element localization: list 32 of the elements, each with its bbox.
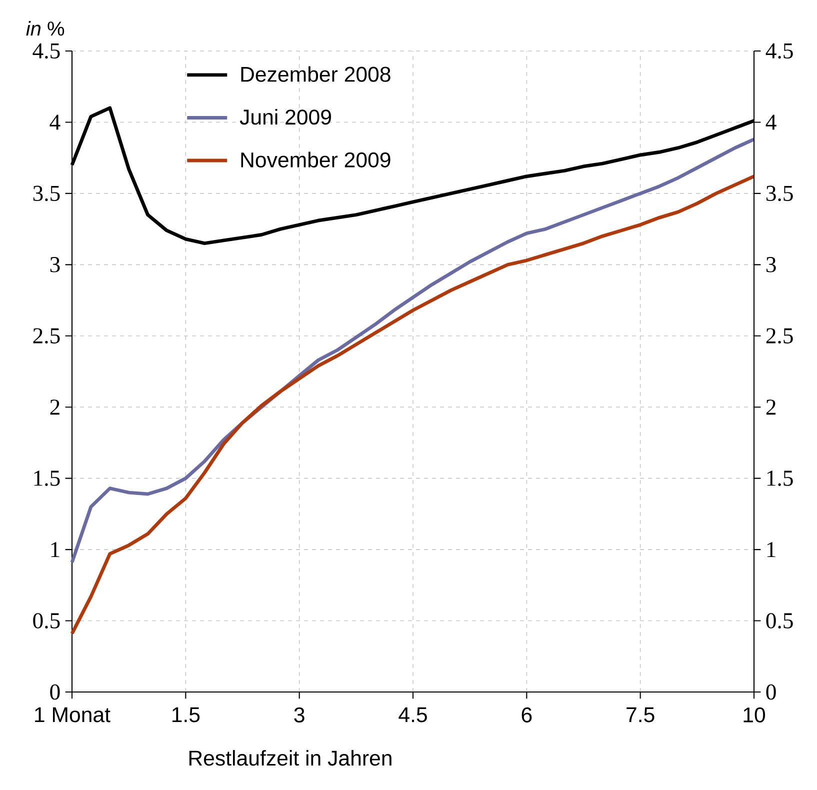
y-tick-label: 0	[50, 684, 60, 700]
legend-label: Dezember 2008	[241, 66, 390, 82]
x-tick-label: 3	[294, 707, 304, 722]
y2-tick-label: 3	[766, 257, 776, 272]
y-tick-label: 0.5	[33, 613, 60, 628]
y2-tick-label: 1.5	[767, 470, 793, 486]
y2-tick-label: 4	[766, 114, 776, 130]
y-tick-label: 1.5	[34, 470, 60, 486]
y-tick-label: 4.5	[32, 43, 60, 59]
y-tick-label: 4	[50, 114, 60, 130]
y2-tick-label: 3.5	[766, 186, 793, 202]
y2-tick-label: 2	[766, 400, 776, 415]
y2-tick-label: 0.5	[766, 613, 793, 628]
y-tick-label: 3	[50, 257, 60, 272]
legend-label: Juni 2009	[240, 109, 331, 125]
x-tick-label: 4.5	[398, 707, 427, 722]
y-tick-label: 3.5	[33, 186, 60, 202]
x-tick-label: 1.5	[172, 707, 200, 722]
x-tick-label: 1 Monat	[35, 707, 110, 722]
x-tick-label: 10	[744, 707, 766, 722]
y2-tick-label: 4.5	[766, 43, 793, 59]
x-tick-label: 7.5	[626, 707, 654, 722]
y-tick-label: 2.5	[33, 328, 60, 344]
y2-tick-label: 0	[766, 684, 776, 700]
y-tick-label: 2	[50, 400, 60, 415]
x-axis-title: Restlaufzeit in Jahren	[189, 750, 392, 766]
legend-label: November 2009	[241, 152, 390, 168]
y-axis-title: in %	[26, 21, 64, 36]
y2-tick-label: 2.5	[766, 328, 793, 344]
y2-tick-label: 1	[767, 542, 776, 558]
y-tick-label: 1	[51, 542, 60, 558]
x-tick-label: 6	[522, 707, 532, 722]
